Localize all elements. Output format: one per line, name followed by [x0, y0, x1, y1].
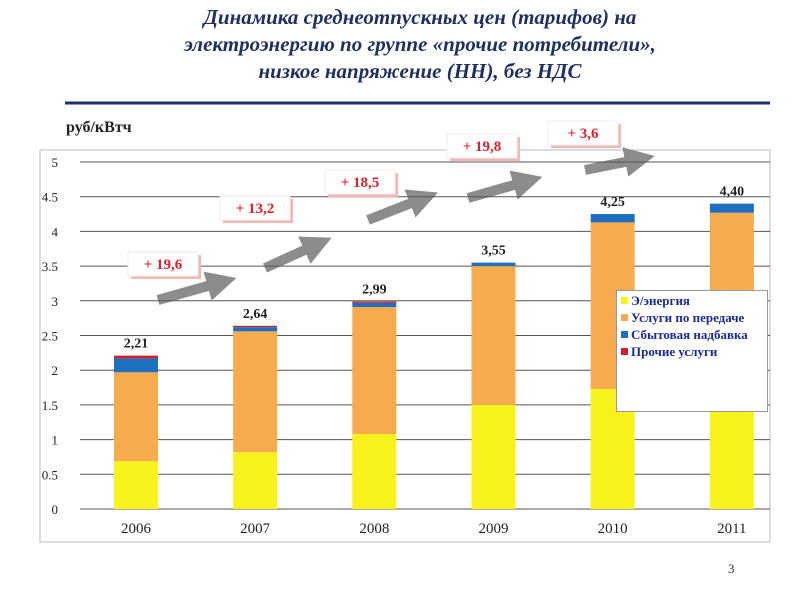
- chart-frame: [39, 149, 771, 543]
- annotation: + 3,6: [567, 126, 599, 142]
- y-tick-label: 1.5: [42, 398, 58, 413]
- legend-label: Услуги по передаче: [631, 310, 745, 325]
- bar-segment: [114, 461, 158, 509]
- total-label: 3,55: [481, 244, 506, 259]
- y-tick-label: 2.5: [42, 329, 58, 344]
- y-tick-label: 0.5: [42, 467, 58, 482]
- arrow: [366, 189, 438, 225]
- bar-segment: [233, 325, 278, 328]
- total-label: 4,40: [720, 185, 745, 200]
- annotation-box: [127, 251, 199, 277]
- bar-segment: [114, 358, 158, 373]
- bar-segment: [233, 327, 278, 332]
- y-tick-label: 4.5: [42, 190, 58, 205]
- bar-segment: [471, 266, 516, 405]
- bar-segment: [114, 372, 158, 462]
- legend-swatch: [621, 314, 628, 321]
- total-label: 2,64: [243, 307, 268, 322]
- title-line: электроэнергию по группе «прочие потреби…: [184, 32, 656, 56]
- x-tick-label: 2006: [121, 521, 152, 537]
- x-tick-label: 2011: [717, 521, 746, 537]
- bar-segment: [352, 301, 397, 303]
- title-line: Динамика среднеотпускных цен (тарифов) н…: [203, 5, 637, 29]
- x-tick-label: 2009: [479, 521, 509, 537]
- y-tick-label: 5: [52, 155, 59, 170]
- annotation: + 19,6: [144, 257, 183, 273]
- annotation: + 18,5: [341, 175, 380, 191]
- bar-segment: [709, 203, 754, 213]
- bar-segment: [352, 302, 397, 308]
- legend-swatch: [621, 331, 628, 338]
- x-tick-label: 2008: [359, 521, 389, 537]
- legend-swatch: [621, 297, 628, 304]
- bar-segment: [233, 452, 278, 509]
- arrow: [584, 147, 655, 177]
- legend: Э/энергия Услуги по передаче Сбытовая надб…: [616, 290, 768, 412]
- legend-entry: Сбытовая надбавка: [621, 327, 763, 343]
- title: Динамика среднеотпускных цен (тарифов) н…: [60, 4, 780, 85]
- x-tick-label: 2010: [598, 521, 628, 537]
- arrow: [466, 170, 543, 203]
- legend-label: Э/энергия: [631, 293, 690, 308]
- y-tick-label: 3.5: [42, 259, 58, 274]
- annotation-box: [547, 120, 619, 146]
- arrow: [156, 271, 237, 305]
- page-number: 3: [728, 561, 735, 576]
- annotation: + 19,8: [463, 139, 502, 155]
- y-axis-label: руб/кВтч: [66, 119, 132, 136]
- bar-segment: [590, 214, 635, 223]
- total-label: 4,25: [600, 195, 625, 210]
- y-tick-label: 4: [52, 224, 59, 239]
- total-label: 2,21: [124, 337, 149, 352]
- y-tick-label: 3: [52, 294, 59, 309]
- legend-swatch: [621, 348, 628, 355]
- legend-entry: Прочие услуги: [621, 344, 763, 360]
- arrow: [262, 236, 332, 273]
- bar-segment: [352, 307, 397, 435]
- y-tick-label: 1: [52, 433, 59, 448]
- annotation-box: [324, 169, 396, 195]
- legend-label: Сбытовая надбавка: [631, 327, 748, 342]
- bar-segment: [471, 262, 516, 267]
- bar-segment: [233, 331, 278, 453]
- annotation-box: [219, 195, 291, 221]
- legend-label: Прочие услуги: [631, 344, 718, 359]
- bar-segment: [352, 434, 397, 509]
- title-line: низкое напряжение (НН), без НДС: [258, 59, 582, 83]
- bar-segment: [709, 394, 754, 509]
- bar-segment: [471, 404, 516, 509]
- bar-segment: [114, 355, 158, 359]
- annotation: + 13,2: [236, 201, 275, 217]
- x-tick-label: 2007: [240, 521, 271, 537]
- legend-entry: Э/энергия: [621, 293, 763, 309]
- total-label: 2,99: [362, 282, 387, 297]
- y-tick-label: 0: [52, 502, 59, 517]
- annotation-box: [446, 133, 518, 159]
- y-tick-label: 2: [52, 363, 59, 378]
- legend-entry: Услуги по передаче: [621, 310, 763, 326]
